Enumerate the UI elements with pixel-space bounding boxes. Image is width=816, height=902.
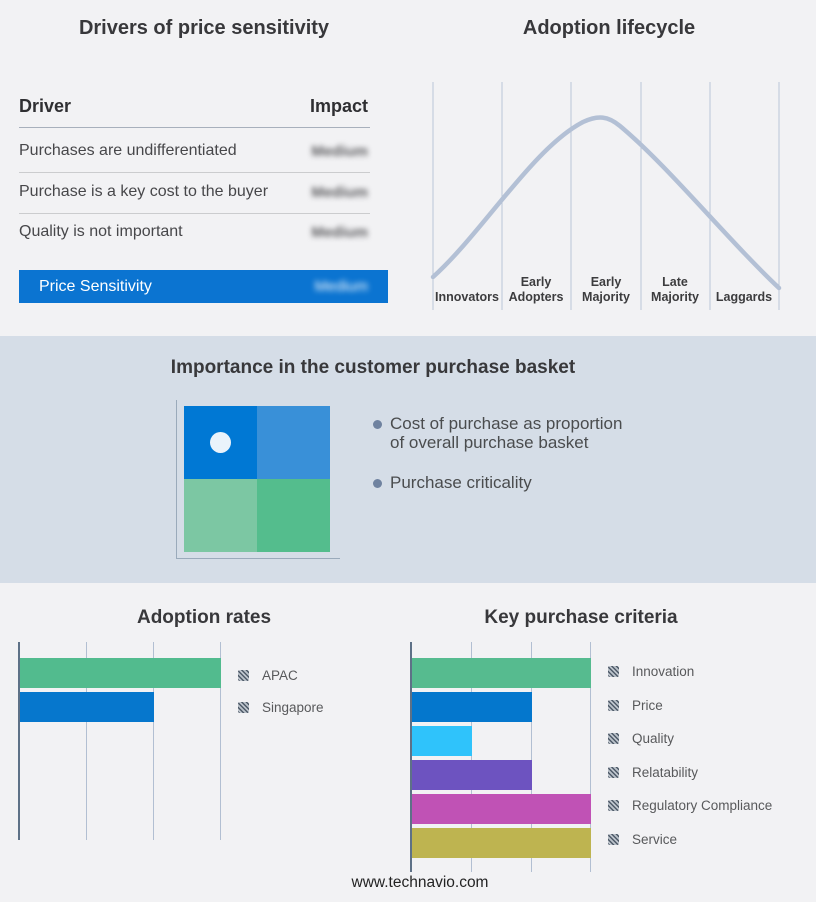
gridline	[220, 642, 221, 840]
key-purchase-criteria-title: Key purchase criteria	[484, 607, 678, 628]
bullet-item: Purchase criticality	[373, 473, 641, 492]
legend-swatch-icon	[608, 732, 619, 744]
bar-quality	[412, 726, 472, 756]
legend-swatch-icon	[608, 833, 619, 845]
legend-label: Singapore	[262, 699, 324, 715]
table-row: Quality is not important Medium	[19, 223, 370, 243]
bullet-icon	[373, 420, 382, 429]
table-cell-impact-blurred: Medium	[311, 184, 368, 201]
position-marker-dot	[210, 432, 231, 453]
stage-label: Early Adopters	[508, 275, 564, 304]
bar-service	[412, 828, 591, 858]
website-url: www.technavio.com	[351, 874, 489, 891]
legend-item: Price	[608, 697, 663, 713]
legend-label: Relatability	[632, 764, 699, 780]
legend-label: Quality	[632, 730, 675, 746]
header-rule	[19, 127, 370, 128]
highlight-row-label: Price Sensitivity	[39, 277, 152, 295]
legend-label: Regulatory Compliance	[632, 797, 773, 813]
bar-apac	[20, 658, 221, 688]
bell-curve-path	[430, 115, 782, 291]
basket-bullet-list: Cost of purchase as proportion of overal…	[373, 414, 641, 492]
quadrant-cell-bottom-right	[257, 479, 330, 552]
lifecycle-bell-curve-chart	[430, 82, 782, 310]
driver-column-header: Driver	[19, 96, 72, 116]
quadrant-x-axis	[176, 558, 340, 559]
bar-price	[412, 692, 532, 722]
legend-item: Quality	[608, 730, 675, 746]
chart-y-axis	[18, 642, 20, 840]
impact-column-header: Impact	[309, 96, 368, 116]
legend-label: APAC	[262, 667, 298, 683]
stage-label: Innovators	[435, 289, 499, 304]
legend-item: Relatability	[608, 764, 699, 780]
legend-label: Service	[632, 831, 678, 847]
row-separator	[19, 213, 370, 214]
legend-label: Innovation	[632, 663, 695, 679]
highlight-row-impact-blurred: Medium	[314, 278, 368, 295]
lifecycle-panel-title: Adoption lifecycle	[522, 17, 696, 39]
bullet-item: Cost of purchase as proportion of overal…	[373, 414, 641, 452]
chart-y-axis	[410, 642, 412, 872]
row-separator	[19, 172, 370, 173]
lifecycle-gridlines	[432, 82, 780, 310]
gridline	[531, 642, 532, 872]
purchase-basket-band	[0, 336, 816, 583]
legend-swatch-icon	[608, 665, 619, 677]
legend-swatch-icon	[608, 766, 619, 778]
stage-label: Late Majority	[651, 275, 699, 304]
legend-swatch-icon	[238, 701, 249, 713]
legend-label: Price	[632, 697, 663, 713]
legend-swatch-icon	[238, 669, 249, 681]
legend-item: Singapore	[238, 699, 324, 715]
table-cell-driver: Purchase is a key cost to the buyer	[19, 183, 269, 200]
stage-label: Laggards	[715, 289, 773, 304]
bar-relatability	[412, 760, 532, 790]
bar-singapore	[20, 692, 154, 722]
legend-item: Innovation	[608, 663, 695, 679]
legend-swatch-icon	[608, 699, 619, 711]
quadrant-y-axis	[176, 400, 177, 559]
bullet-icon	[373, 479, 382, 488]
table-cell-driver: Quality is not important	[19, 223, 183, 240]
table-cell-impact-blurred: Medium	[311, 224, 368, 241]
adoption-rates-title: Adoption rates	[136, 607, 272, 628]
gridline	[86, 642, 87, 840]
bullet-text: Purchase criticality	[390, 473, 532, 492]
basket-panel-title: Importance in the customer purchase bask…	[170, 357, 576, 378]
quadrant-cell-top-right	[257, 406, 330, 479]
drivers-panel-title: Drivers of price sensitivity	[78, 17, 330, 39]
table-cell-driver: Purchases are undifferentiated	[19, 142, 237, 159]
gridline	[471, 642, 472, 872]
legend-swatch-icon	[608, 799, 619, 811]
quadrant-cell-bottom-left	[184, 479, 257, 552]
legend-item: Service	[608, 831, 678, 847]
table-cell-impact-blurred: Medium	[311, 143, 368, 160]
legend-item: APAC	[238, 667, 298, 683]
legend-item: Regulatory Compliance	[608, 797, 773, 813]
gridline	[153, 642, 154, 840]
bar-innovation	[412, 658, 591, 688]
bullet-text: Cost of purchase as proportion of overal…	[390, 414, 623, 452]
table-row: Purchases are undifferentiated Medium	[19, 142, 370, 162]
purchase-basket-quadrant	[184, 406, 330, 552]
bar-regulatory-compliance	[412, 794, 591, 824]
price-sensitivity-highlight-row: Price Sensitivity Medium	[19, 270, 388, 303]
table-row: Purchase is a key cost to the buyer Mediu…	[19, 183, 370, 203]
gridline	[590, 642, 591, 872]
stage-label: Early Majority	[582, 275, 630, 304]
